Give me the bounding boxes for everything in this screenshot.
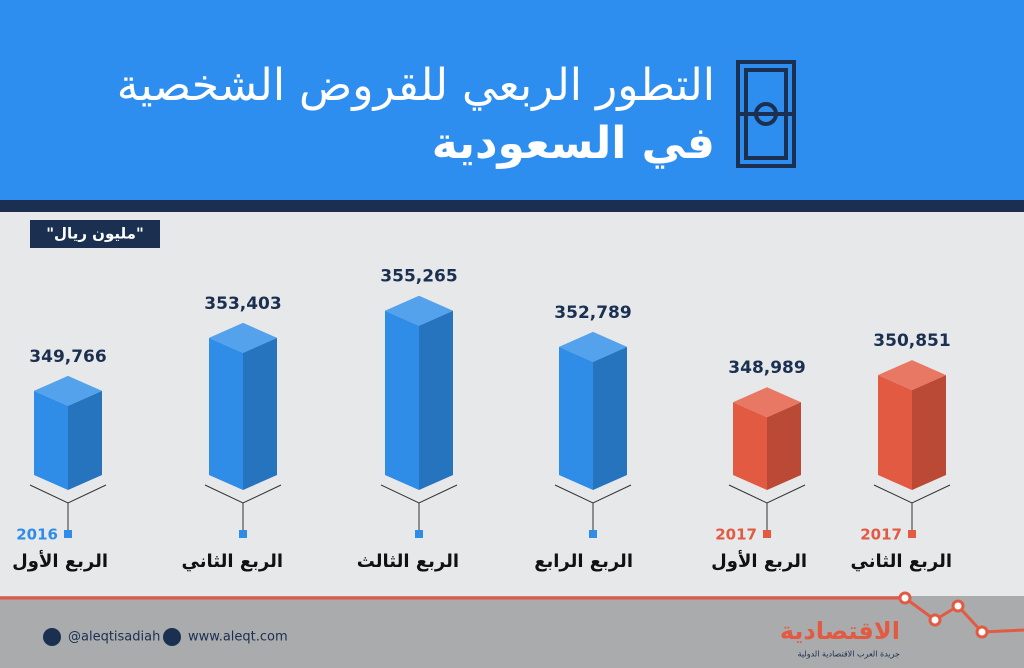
subtitle: في السعودية — [432, 118, 715, 169]
year-marker — [64, 530, 72, 538]
bar-side — [912, 375, 946, 490]
bar-top — [385, 295, 453, 326]
bar-top-light — [733, 387, 801, 418]
logo-sub: جريدة العرب الاقتصادية الدولية — [798, 650, 900, 659]
twitter-icon — [43, 628, 61, 646]
bar — [559, 346, 593, 490]
website[interactable]: www.aleqt.com — [188, 630, 288, 645]
bar-side — [243, 337, 277, 490]
logo: الاقتصادية — [780, 617, 900, 645]
value-label: 350,851 — [873, 331, 950, 351]
category-label: الربع الثاني — [182, 551, 283, 572]
value-label: 348,989 — [728, 358, 805, 378]
unit-label: "مليون ريال" — [46, 225, 144, 243]
year-label: 2017 — [715, 526, 757, 544]
value-label: 353,403 — [204, 294, 281, 314]
bar-top-light — [209, 322, 277, 353]
body-bg — [0, 212, 1024, 596]
year-marker — [763, 530, 771, 538]
category-label: الربع الثاني — [851, 551, 952, 572]
footer-dots — [898, 591, 989, 639]
year-marker — [589, 530, 597, 538]
bar-side — [593, 346, 627, 490]
bar-top-light — [878, 360, 946, 391]
year-marker — [239, 530, 247, 538]
bar-side-shade — [912, 375, 946, 490]
value-label: 355,265 — [380, 267, 457, 287]
value-label: 352,789 — [554, 303, 631, 323]
value-label: 349,766 — [29, 347, 106, 367]
footer-decoration — [0, 596, 1024, 634]
bar-top-light — [559, 331, 627, 362]
bar-top-light — [385, 295, 453, 326]
category-label: الربع الأول — [12, 550, 108, 572]
unit-box — [30, 220, 160, 248]
title: التطور الربعي للقروض الشخصية — [117, 60, 715, 111]
year-marker — [908, 530, 916, 538]
bar-side-shade — [68, 390, 102, 490]
header-strip — [0, 200, 1024, 212]
bar — [733, 402, 767, 490]
bar-top — [878, 360, 946, 391]
bar-top-light — [34, 375, 102, 406]
category-label: الربع الأول — [711, 550, 807, 572]
bar-side — [767, 402, 801, 490]
year-label: 2016 — [16, 526, 58, 544]
bar-top — [559, 331, 627, 362]
bar-side — [419, 310, 453, 490]
bar — [34, 390, 68, 490]
money-icon — [736, 60, 796, 168]
year-marker — [415, 530, 423, 538]
bar-top — [733, 387, 801, 418]
bar — [209, 337, 243, 490]
bar — [385, 310, 419, 490]
bar-side-shade — [419, 310, 453, 490]
bar-side-shade — [767, 402, 801, 490]
category-label: الربع الرابع — [534, 551, 633, 572]
bar-top — [209, 322, 277, 353]
bar-side-shade — [593, 346, 627, 490]
web-icon — [163, 628, 181, 646]
header-bg — [0, 0, 1024, 200]
bar-side-shade — [243, 337, 277, 490]
category-label: الربع الثالث — [357, 551, 459, 572]
bar-side — [68, 390, 102, 490]
year-label: 2017 — [860, 526, 902, 544]
bar — [878, 375, 912, 490]
bar-top — [34, 375, 102, 406]
twitter-handle[interactable]: @aleqtisadiah — [68, 630, 160, 645]
